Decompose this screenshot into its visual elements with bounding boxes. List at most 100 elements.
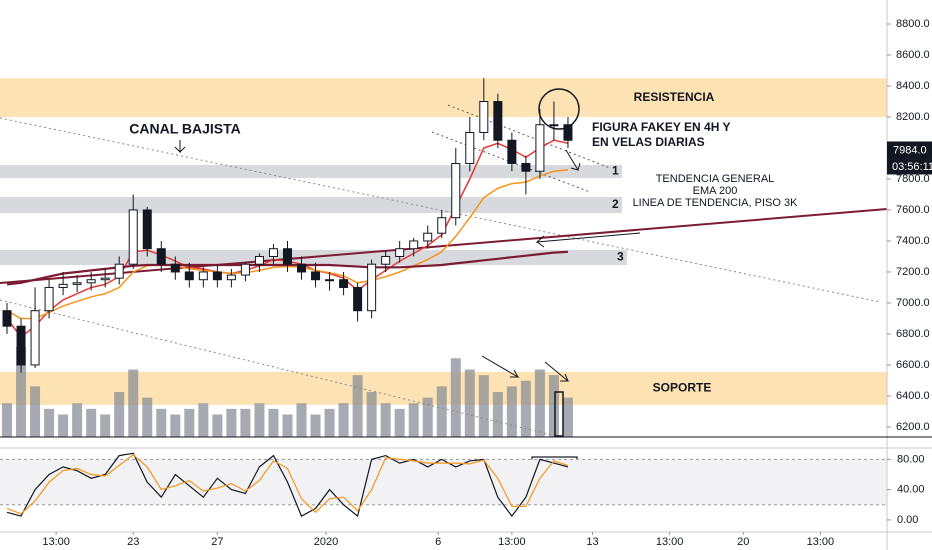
volume-bar: [16, 347, 27, 437]
volume-bar: [464, 369, 475, 437]
y-tick-label: 40.00: [897, 484, 925, 496]
volume-bar: [282, 414, 293, 437]
candle-body: [563, 124, 573, 141]
volume-bar: [408, 403, 419, 437]
y-tick-label: 0.00: [897, 514, 918, 526]
x-tick-label: 13:00: [656, 536, 684, 548]
y-tick-label: 6600.0: [896, 359, 930, 371]
volume-bar: [240, 408, 251, 437]
zone: [0, 165, 622, 179]
x-tick-label: 6: [435, 536, 441, 548]
volume-bar: [296, 403, 307, 437]
zone-label: 1: [612, 164, 619, 178]
candle-body: [170, 263, 180, 273]
y-tick-label: 7200.0: [896, 266, 930, 278]
x-tick-label: 13: [586, 536, 598, 548]
y-tick-label: 7800.0: [896, 173, 930, 185]
y-tick-label: 6200.0: [896, 421, 930, 433]
candles: [2, 78, 573, 373]
candle-body: [114, 263, 124, 279]
volume-bar: [58, 414, 69, 437]
y-tick-label: 8600.0: [896, 49, 930, 61]
oscillator-line: [6, 454, 569, 515]
volume-bar: [128, 369, 139, 437]
volume-bar: [114, 392, 125, 437]
candle-body: [465, 131, 475, 164]
volume-bar: [478, 375, 489, 437]
zone: [0, 196, 622, 214]
volume-bar: [142, 397, 153, 437]
channel-line: [447, 104, 611, 169]
candle-body: [521, 162, 531, 172]
y-tick-label: 8200.0: [896, 111, 930, 123]
y-tick-label: 7600.0: [896, 204, 930, 216]
annotations: RESISTENCIA SOPORTE 1 2 3 CANAL BAJISTA FIGURA…: [129, 90, 798, 395]
oscillator-band: [0, 459, 887, 505]
trend-line: [0, 299, 561, 438]
volume-bar: [72, 403, 83, 437]
trend-line: [0, 208, 888, 284]
candle-body: [507, 139, 517, 164]
volume-bar: [548, 375, 559, 437]
candle-body: [409, 240, 419, 250]
x-tick-label: 13:00: [498, 536, 526, 548]
candle-body: [297, 263, 307, 273]
candle-body: [395, 248, 405, 257]
circle-marker: [538, 88, 580, 130]
countdown: 03:56:11: [892, 161, 932, 173]
y-tick-label: 7000.0: [896, 297, 930, 309]
annotation: EN VELAS DIARIAS: [592, 135, 705, 149]
candle-body: [311, 271, 321, 281]
candle-body: [100, 277, 110, 281]
volume-bar: [184, 408, 195, 437]
volume-bar: [44, 408, 55, 437]
zone-label: 3: [617, 250, 624, 264]
x-tick-label: 13:00: [42, 536, 70, 548]
volume-bar: [520, 380, 531, 437]
volume-bar: [324, 408, 335, 437]
candle-body: [268, 248, 278, 257]
volume-bar: [366, 392, 377, 437]
candle-body: [44, 286, 54, 312]
candle-body: [156, 248, 166, 265]
arrow: [544, 361, 570, 382]
candle-body: [16, 325, 26, 366]
candle-body: [437, 217, 447, 234]
candle-body: [240, 263, 250, 276]
y-tick-label: 8800.0: [896, 18, 930, 30]
arrow: [535, 232, 641, 248]
last-price-box: [887, 141, 932, 160]
candle-body: [198, 271, 208, 281]
candle-body: [142, 209, 152, 250]
volume-bar: [268, 408, 279, 437]
y-tick-label: 7400.0: [896, 235, 930, 247]
x-tick-label: 2020: [314, 536, 338, 548]
volume-bar: [338, 403, 349, 437]
candle-body: [381, 255, 391, 265]
candle-body: [72, 282, 82, 285]
volume: [2, 347, 573, 437]
candle-body: [254, 255, 264, 265]
volume-bar: [100, 414, 111, 437]
volume-bar: [562, 397, 573, 437]
zone-label: 2: [612, 197, 619, 211]
annotation: EMA 200: [693, 185, 738, 197]
candle-body: [549, 124, 559, 127]
volume-bar: [492, 392, 503, 437]
channel-line: [431, 131, 591, 193]
volume-bar: [422, 397, 433, 437]
y-tick-label: 80.00: [897, 453, 925, 465]
zone: [0, 78, 887, 117]
volume-bar: [352, 375, 363, 437]
volume-bar: [30, 386, 41, 437]
candle-body: [339, 279, 349, 288]
candle-body: [423, 232, 433, 242]
volume-bar: [226, 408, 237, 437]
annotation: LINEA DE TENDENCIA, PISO 3K: [633, 197, 799, 209]
candle-body: [86, 279, 96, 284]
volume-bar: [156, 408, 167, 437]
oscillator: [0, 452, 887, 518]
volume-bar: [450, 358, 461, 437]
candle-body: [2, 310, 12, 327]
